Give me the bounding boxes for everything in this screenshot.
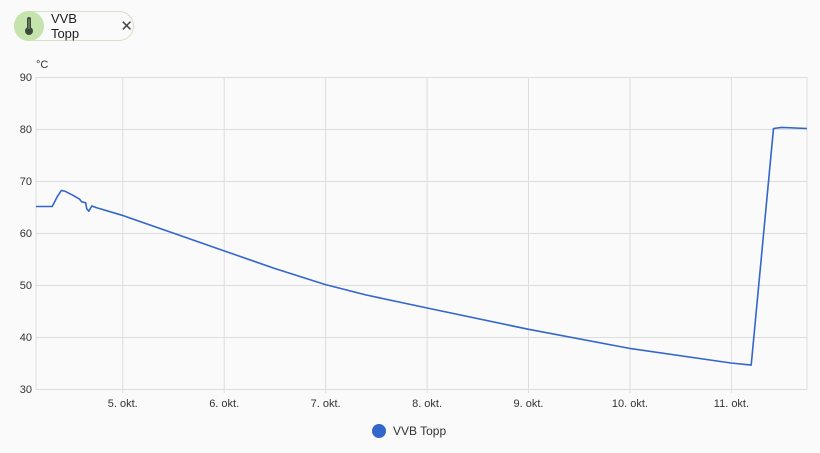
legend-item-vvb-topp[interactable]: VVB Topp [372,424,446,438]
y-tick-label: 30 [20,384,32,396]
chart-grid [35,77,808,393]
entity-chip-vvb-topp[interactable]: VVB Topp ✕ [14,11,134,41]
x-tick-label: 10. okt. [612,398,648,410]
y-tick-label: 80 [20,124,32,136]
x-tick-label: 7. okt. [311,398,341,410]
x-tick-label: 9. okt. [514,398,544,410]
legend-swatch [372,424,386,438]
x-tick-label: 5. okt. [108,398,138,410]
close-icon[interactable]: ✕ [120,17,133,35]
y-axis-ticks: 30 40 50 60 70 80 90 [20,72,32,396]
y-tick-label: 90 [20,72,32,84]
x-tick-label: 11. okt. [714,398,749,410]
thermometer-icon [14,11,44,41]
y-tick-label: 70 [20,176,32,188]
y-tick-label: 50 [20,280,32,292]
y-tick-label: 40 [20,332,32,344]
y-axis-unit-label: °C [36,59,48,71]
x-tick-label: 6. okt. [209,398,239,410]
x-axis-ticks: 5. okt. 6. okt. 7. okt. 8. okt. 9. okt. 10. o… [108,398,749,410]
series-line-vvb-topp [36,126,808,366]
entity-chip-label: VVB Topp [50,11,80,41]
legend-label: VVB Topp [393,424,447,438]
y-tick-label: 60 [20,228,32,240]
x-tick-label: 8. okt. [412,398,442,410]
